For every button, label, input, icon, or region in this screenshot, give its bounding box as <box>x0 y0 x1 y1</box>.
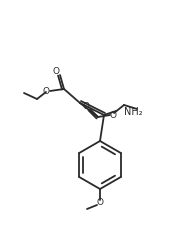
Text: O: O <box>83 101 90 110</box>
Text: O: O <box>109 110 116 119</box>
Text: NH₂: NH₂ <box>124 106 143 116</box>
Text: O: O <box>53 66 60 75</box>
Text: O: O <box>97 198 104 207</box>
Text: O: O <box>43 86 50 95</box>
